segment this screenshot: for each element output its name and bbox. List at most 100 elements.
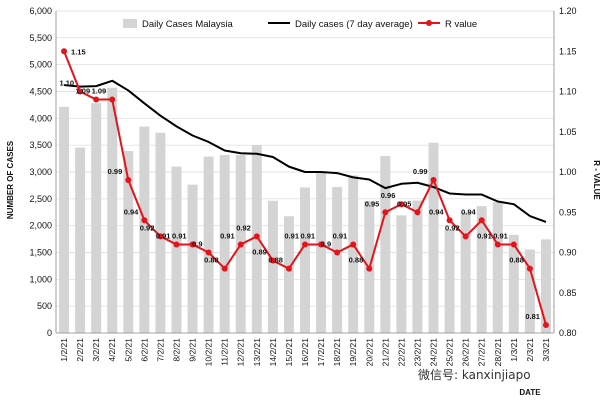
bar [332,187,343,333]
y-tick-label: 1,500 [29,248,52,258]
bar [428,142,439,333]
r-data-label: 0.91 [493,231,508,240]
x-tick-label: 2/2/21 [75,338,85,362]
r-data-label: 1.10 [59,79,74,88]
x-tick-label: 3/3/21 [541,338,551,362]
legend-r-marker [426,20,432,26]
x-tick-label: 13/2/21 [252,338,262,367]
bar [187,184,198,333]
legend-bar-label: Daily Cases Malaysia [142,19,234,30]
y-tick-label: 0 [47,328,52,338]
x-tick-label: 22/2/21 [396,338,406,367]
right-axis-ticks: 0.80 0.85 0.90 0.95 1.00 1.05 1.10 1.15 1.20 [559,6,577,338]
x-tick-label: 6/2/21 [139,338,149,362]
x-tick-label: 1/2/21 [59,338,69,362]
bar [492,202,503,333]
y-tick-label: 3,500 [29,140,52,150]
r-data-label: 0.81 [525,312,540,321]
x-tick-label: 24/2/21 [429,338,439,367]
x-tick-label: 26/2/21 [461,338,471,367]
r-data-label: 0.91 [333,231,348,240]
x-tick-label: 5/2/21 [123,338,133,362]
r-data-label: 0.91 [300,231,315,240]
y2-tick-label: 0.80 [559,328,577,338]
r-marker [414,209,421,216]
r-data-label: 0.99 [413,167,428,176]
legend-bar-swatch [123,19,137,28]
r-marker [173,241,180,248]
r-marker [398,201,405,208]
axes [55,11,555,334]
avg-line [63,79,547,223]
y2-tick-label: 1.10 [559,87,577,97]
bar [139,126,150,333]
avg-line-series [63,79,547,223]
r-marker [285,265,292,272]
x-tick-label: 12/2/21 [236,338,246,367]
y2-tick-label: 0.95 [559,207,577,217]
bar [524,249,535,333]
x-tick-label: 11/2/21 [220,338,230,366]
r-line-series [61,48,549,328]
r-marker [157,233,164,240]
r-data-label: 0.94 [429,207,444,216]
r-data-label: 0.91 [156,231,171,240]
bar [203,156,214,333]
r-marker [318,241,325,248]
x-axis-title: DATE [519,388,541,397]
y-tick-label: 5,500 [29,33,52,43]
x-tick-label: 7/2/21 [155,338,165,362]
r-marker [462,233,469,240]
r-marker [77,88,84,95]
y-tick-label: 4,500 [29,87,52,97]
legend: Daily Cases Malaysia Daily cases (7 day … [123,19,477,30]
y-tick-label: 4,000 [29,113,52,123]
r-marker [109,96,116,103]
r-data-label: 0.94 [124,207,139,216]
x-tick-label: 25/2/21 [445,338,455,367]
y-tick-label: 6,000 [29,6,52,16]
bar [476,206,487,333]
y2-tick-label: 1.05 [559,127,577,137]
x-tick-label: 3/2/21 [91,338,101,362]
r-marker [269,257,276,264]
r-data-label: 0.88 [204,256,219,265]
r-data-label: 0.88 [509,256,524,265]
x-tick-label: 28/2/21 [493,338,503,367]
r-data-label: 0.91 [172,231,187,240]
y-tick-label: 1,000 [29,274,52,284]
y2-tick-label: 0.90 [559,248,577,258]
r-marker [526,265,533,272]
bar [75,147,86,333]
left-axis-ticks: 0 500 1,000 1,500 2,000 2,500 3,000 3,500 4,000 4… [29,6,52,338]
r-marker [494,241,501,248]
r-data-label: 0.91 [477,231,492,240]
x-tick-label: 14/2/21 [268,338,278,367]
r-data-label: 0.9 [192,240,202,249]
r-marker [221,265,228,272]
bar [155,132,166,333]
bar [380,156,391,333]
y-tick-label: 500 [37,301,52,311]
bar [412,200,423,333]
y-axis-title: NUMBER OF CASES [6,140,15,219]
r-data-label: 0.88 [349,256,364,265]
r-data-label: 0.89 [252,248,267,257]
bar [107,87,118,333]
r-marker [205,249,212,256]
r-marker [125,177,132,184]
r-marker [510,241,517,248]
x-tick-label: 16/2/21 [300,338,310,367]
x-axis-ticks: 1/2/21 2/2/21 3/2/21 4/2/21 5/2/21 6/2/21 7/2/… [59,338,551,367]
r-data-label: 0.88 [268,256,283,265]
data-labels: 1.151.101.09 1.090.990.940.920.91 0.910.90… [59,47,539,321]
y2-tick-label: 1.15 [559,46,577,56]
r-marker [334,249,341,256]
bar [59,106,70,333]
r-marker [61,48,68,55]
bar [123,151,134,333]
r-data-label: 0.92 [236,223,251,232]
bar-series [59,87,551,333]
x-tick-label: 27/2/21 [477,338,487,367]
r-marker [478,217,485,224]
